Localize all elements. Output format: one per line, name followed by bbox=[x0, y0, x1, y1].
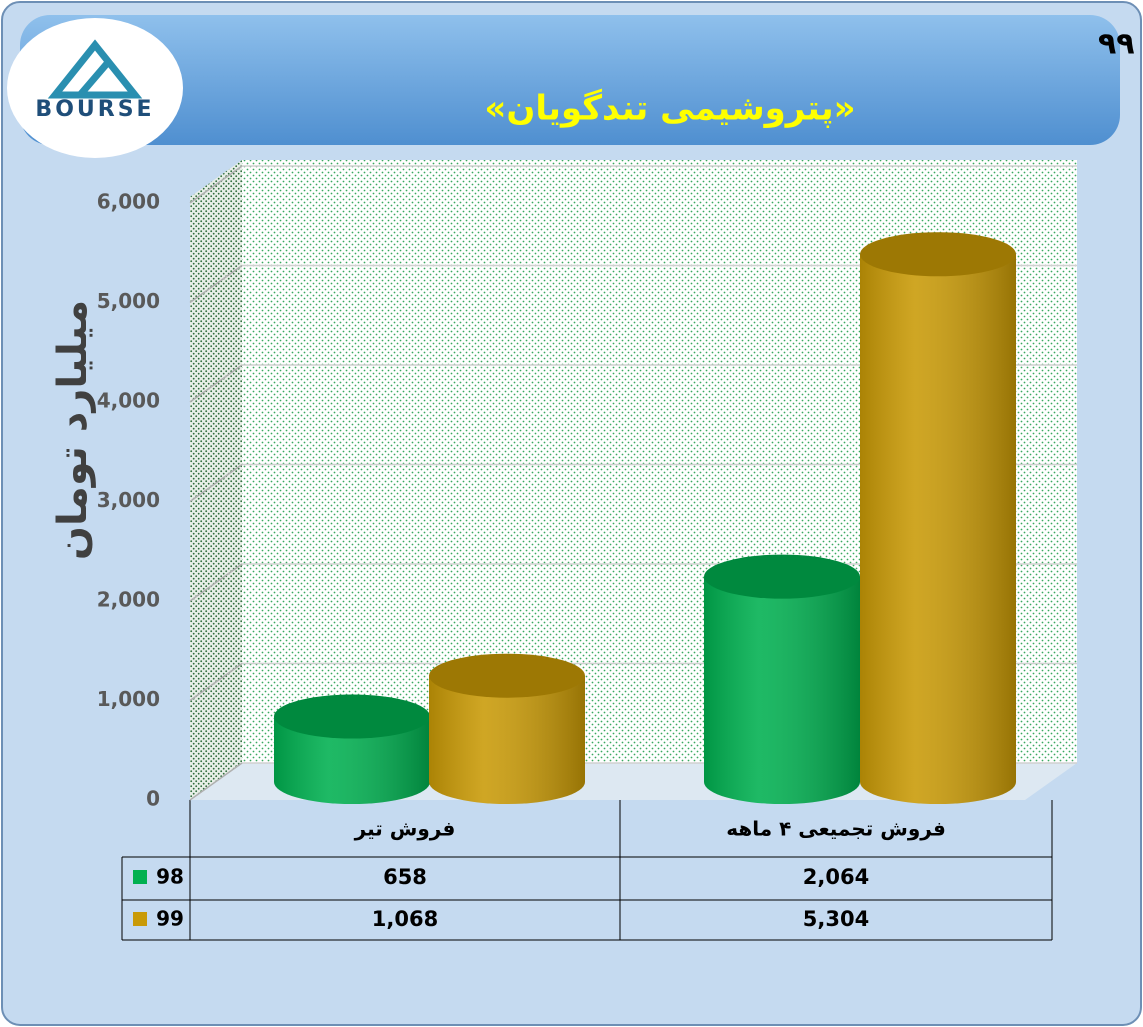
table-value: 2,064 bbox=[803, 865, 869, 889]
y-axis-label: میلیارد تومان bbox=[50, 300, 96, 560]
table-value: 5,304 bbox=[803, 907, 869, 931]
y-tick-label: 0 bbox=[146, 787, 160, 811]
side-grid-line bbox=[189, 463, 243, 503]
cylinder-top-shade bbox=[429, 653, 585, 698]
y-tick-label: 2,000 bbox=[97, 588, 160, 612]
table-value: 658 bbox=[383, 865, 427, 889]
side-wall bbox=[190, 160, 242, 800]
cylinder-top bbox=[704, 554, 860, 599]
cylinder-top bbox=[860, 232, 1016, 277]
side-grid-line bbox=[189, 662, 243, 702]
logo-text: BOURSE bbox=[35, 97, 154, 122]
y-tick-label: 4,000 bbox=[97, 389, 160, 413]
cylinder-top bbox=[429, 653, 585, 698]
y-tick-label: 3,000 bbox=[97, 488, 160, 512]
y-tick-label: 5,000 bbox=[97, 289, 160, 313]
logo-icon bbox=[47, 39, 143, 99]
side-grid-line bbox=[189, 364, 243, 403]
legend-swatch bbox=[133, 870, 147, 884]
x-tick-label: فروش تیر bbox=[354, 817, 456, 841]
header-banner bbox=[20, 15, 1120, 145]
cylinder-top bbox=[274, 694, 430, 739]
chart-title: گزارش فروش ریالی ماهانه و ۴ ماهه منتهی ب… bbox=[1098, 26, 1143, 62]
cylinder-top-shade bbox=[274, 694, 430, 739]
cylinder-shade bbox=[429, 675, 585, 804]
y-tick-label: 6,000 bbox=[97, 190, 160, 214]
table-value: 1,068 bbox=[372, 907, 438, 931]
side-grid-line bbox=[189, 563, 243, 602]
legend-label: 98 bbox=[156, 865, 184, 889]
chart-subtitle: «پتروشیمی تندگویان» bbox=[484, 89, 855, 129]
cylinder-top-shade bbox=[860, 232, 1016, 277]
cylinder-shade bbox=[860, 254, 1016, 804]
side-grid-line bbox=[189, 264, 243, 304]
cylinder-shade bbox=[704, 576, 860, 804]
side-grid-line bbox=[189, 762, 243, 801]
legend-label: 99 bbox=[156, 907, 184, 931]
data-table bbox=[121, 800, 1053, 941]
logo-bg bbox=[7, 18, 183, 158]
cylinder-shade bbox=[274, 716, 430, 804]
x-tick-label: فروش تجمیعی ۴ ماهه bbox=[726, 817, 946, 841]
cylinder-top-shade bbox=[704, 554, 860, 599]
legend-swatch bbox=[133, 912, 147, 926]
side-grid-line bbox=[189, 165, 243, 204]
y-tick-label: 1,000 bbox=[97, 687, 160, 711]
